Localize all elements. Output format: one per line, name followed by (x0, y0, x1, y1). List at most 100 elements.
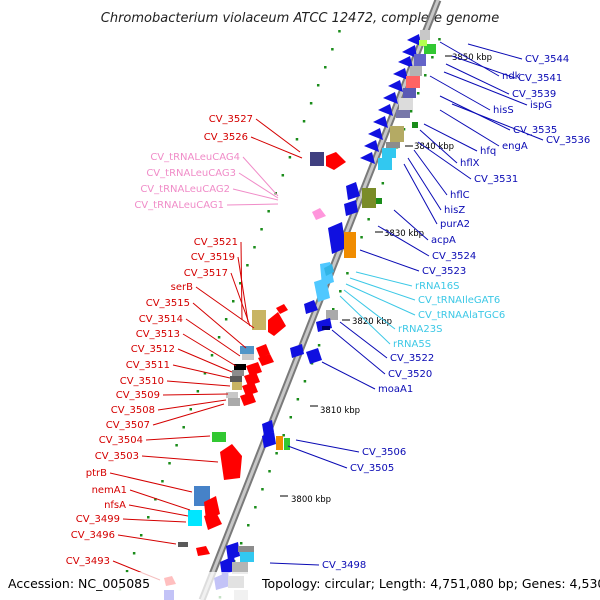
scale-tick-3830: 3830 kbp (384, 229, 424, 239)
right-tick-dot (268, 470, 271, 473)
red-gene-label: CV_3510 (120, 376, 164, 387)
left-tick-dot (175, 444, 178, 447)
accession-text: Accession: NC_005085 (8, 576, 150, 591)
left-tick-dot (331, 48, 334, 51)
red-gene-label: CV_3521 (194, 237, 238, 248)
blue-callout-line (445, 63, 510, 95)
cyan-gene-label: rRNA23S (398, 324, 442, 335)
blue-gene-label: hflX (460, 158, 480, 169)
scale-tick-3800: 3800 kbp (291, 495, 331, 505)
left-tick-dot (147, 516, 150, 519)
red-callout-line (141, 455, 219, 463)
gene-labels: CV_3527 CV_3526 CV_3521 CV_3519 CV_3517 serB C… (66, 54, 591, 571)
red-callout-line (109, 472, 193, 493)
red-gene-label: nfsA (104, 500, 126, 511)
blue-gene-label: CV_3535 (513, 125, 557, 136)
blue-callout-line (403, 163, 438, 225)
blue-callout-line (439, 41, 500, 77)
red-gene-label: ptrB (86, 468, 107, 479)
red-callout-line (182, 333, 237, 367)
blue-gene-label: CV_3536 (546, 135, 590, 146)
blue-gene-label: ispG (530, 100, 552, 111)
blue-callout-line (407, 157, 442, 211)
left-tick-dot (239, 282, 242, 285)
blue-gene-label: purA2 (440, 219, 470, 230)
red-gene-label: CV_3519 (191, 252, 235, 263)
topology-text: Topology: circular; Length: 4,751,080 bp… (261, 576, 600, 591)
red-callout-line (172, 364, 231, 379)
right-tick-dot (431, 56, 434, 59)
left-tick-dot (139, 534, 143, 537)
pink-gene-label: CV_tRNALeuCAG4 (150, 152, 240, 163)
blue-gene-label: CV_3541 (518, 73, 562, 84)
right-tick-dot (261, 488, 264, 491)
blue-gene-label: engA (502, 141, 528, 152)
cyan-gene-label: rRNA16S (415, 281, 459, 292)
left-features (164, 152, 346, 600)
red-gene-label: CV_3496 (71, 530, 115, 541)
left-tick-dot (232, 300, 235, 303)
blue-callout-line (359, 249, 420, 272)
cyan-gene-label: CV_tRNAAlaTGC6 (418, 310, 505, 321)
pink-callout-line (232, 188, 279, 201)
red-gene-label: CV_3503 (95, 451, 139, 462)
right-tick-dot (282, 434, 285, 437)
red-gene-label: CV_3509 (116, 390, 160, 401)
left-tick-dot (154, 498, 157, 501)
left-tick-dot (203, 372, 207, 375)
cyan-gene-label: CV_tRNAIleGAT6 (418, 295, 500, 306)
right-tick-dot (381, 182, 385, 185)
callout-lines (109, 41, 544, 581)
cyan-callout-line (339, 295, 391, 345)
left-tick-dot (288, 156, 292, 159)
red-gene-label: CV_3499 (76, 514, 120, 525)
red-callout-line (128, 504, 189, 517)
blue-gene-label: ndk (502, 71, 521, 82)
red-gene-label: CV_3527 (209, 114, 253, 125)
blue-callout-line (269, 562, 320, 566)
left-tick-dot (316, 84, 320, 87)
red-callout-line (250, 136, 303, 159)
blue-gene-label: CV_3498 (322, 560, 366, 571)
right-tick-dot (346, 272, 349, 275)
red-gene-label: CV_3493 (66, 556, 110, 567)
blue-callout-line (413, 149, 448, 196)
left-tick-dot (182, 426, 185, 429)
blue-gene-label: hfq (480, 146, 496, 157)
blue-gene-label: hisS (493, 105, 514, 116)
left-tick-dot (196, 390, 200, 393)
pink-gene-label: CV_tRNALeuCAG2 (140, 184, 230, 195)
cyan-callout-line (345, 283, 416, 316)
left-tick-dot (295, 138, 299, 141)
red-callout-line (117, 534, 177, 545)
blue-gene-label: hflC (450, 190, 470, 201)
red-callout-line (166, 380, 231, 387)
right-tick-dot (416, 92, 420, 95)
pink-gene-label: CV_tRNALeuCAG1 (134, 200, 224, 211)
red-callout-line (157, 399, 227, 411)
scale-tick-3840: 3840 kbp (414, 142, 454, 152)
pink-callout-line (226, 203, 279, 206)
scale-tick-3820: 3820 kbp (352, 317, 392, 327)
blue-callout-line (467, 43, 523, 60)
pink-callout-line (242, 156, 279, 197)
left-tick-dot (253, 246, 256, 249)
red-gene-label: CV_3517 (184, 268, 228, 279)
red-callout-line (122, 518, 187, 523)
right-tick-dot (339, 290, 342, 293)
blue-gene-label: CV_3520 (388, 369, 432, 380)
red-callout-line (195, 286, 255, 329)
red-gene-label: CV_3513 (136, 329, 180, 340)
right-tick-dot (254, 506, 257, 509)
pink-gene-label: CV_tRNALeuCAG3 (146, 168, 236, 179)
left-tick-dot (189, 408, 193, 411)
red-gene-label: CV_3504 (99, 435, 143, 446)
right-tick-dot (402, 128, 406, 131)
blue-callout-line (419, 129, 458, 164)
cyan-callout-line (355, 271, 413, 287)
left-tick-dot (125, 570, 129, 573)
left-tick-dot (260, 228, 263, 231)
blue-gene-label: CV_3505 (350, 463, 394, 474)
blue-gene-label: CV_3539 (512, 89, 556, 100)
